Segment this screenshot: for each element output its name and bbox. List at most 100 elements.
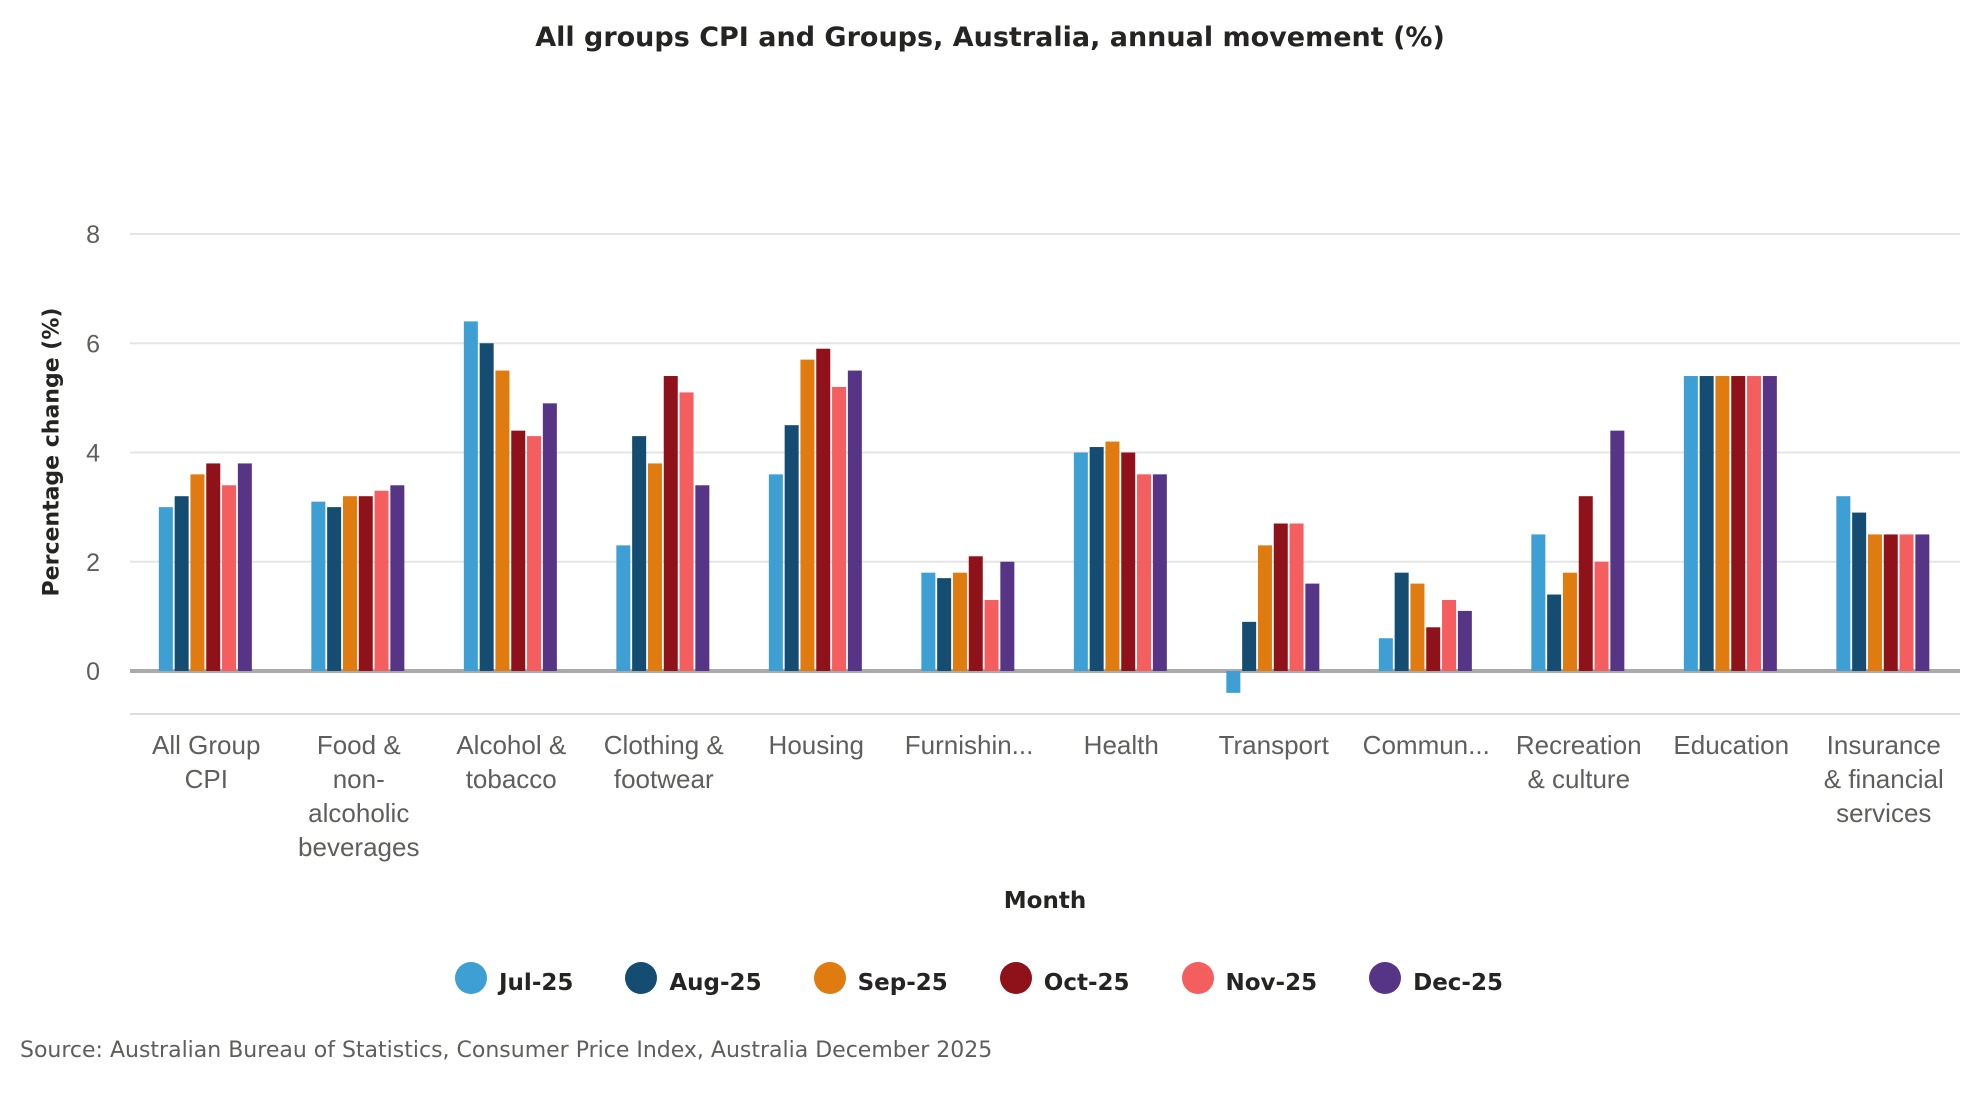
legend-label: Oct-25 — [1043, 970, 1130, 996]
bar-oct-25-8 — [1426, 627, 1441, 671]
x-tick-label: Recreation & culture — [1515, 730, 1642, 794]
y-tick-label: 6 — [86, 330, 100, 358]
legend-marker-icon — [813, 962, 846, 994]
bar-jul-25-5 — [921, 572, 936, 671]
bar-oct-25-1 — [358, 496, 373, 671]
bar-aug-25-3 — [632, 436, 647, 671]
x-axis-title: Month — [1003, 888, 1087, 914]
bar-jul-25-4 — [768, 474, 783, 671]
bar-nov-25-11 — [1899, 534, 1914, 671]
bar-nov-25-6 — [1137, 474, 1152, 671]
legend-item[interactable]: Jul-25 — [455, 960, 573, 996]
bar-dec-25-1 — [390, 485, 405, 671]
bar-nov-25-0 — [222, 485, 237, 671]
bar-aug-25-0 — [174, 496, 189, 671]
bar-jul-25-7 — [1226, 671, 1241, 693]
x-tick-label: Transport — [1218, 730, 1329, 760]
bar-aug-25-5 — [937, 578, 952, 671]
source-note: Source: Australian Bureau of Statistics,… — [20, 1038, 993, 1063]
legend-label: Aug-25 — [669, 970, 762, 996]
bar-dec-25-7 — [1305, 583, 1320, 671]
bar-nov-25-5 — [984, 599, 999, 671]
bar-jul-25-9 — [1531, 534, 1546, 671]
bar-aug-25-6 — [1089, 447, 1104, 671]
bar-oct-25-7 — [1273, 523, 1288, 671]
bar-aug-25-9 — [1547, 594, 1562, 671]
bar-nov-25-4 — [832, 386, 847, 671]
x-tick-label: Food & non-alcoholic beverages — [298, 730, 420, 862]
legend-item[interactable]: Nov-25 — [1181, 960, 1318, 996]
bar-nov-25-8 — [1442, 599, 1457, 671]
x-tick-label: Clothing & footwear — [603, 730, 724, 794]
bar-dec-25-5 — [1000, 561, 1015, 671]
bar-dec-25-0 — [237, 463, 252, 671]
legend-item[interactable]: Oct-25 — [999, 960, 1130, 996]
x-tick-label: Furnishin... — [904, 730, 1034, 760]
bar-nov-25-10 — [1747, 376, 1762, 671]
bar-oct-25-0 — [206, 463, 221, 671]
bar-aug-25-7 — [1242, 621, 1257, 671]
legend-marker-icon — [1369, 962, 1402, 994]
legend-marker-icon — [625, 962, 658, 994]
bar-aug-25-8 — [1394, 572, 1409, 671]
bar-nov-25-1 — [374, 490, 389, 671]
bar-dec-25-3 — [695, 485, 710, 671]
bar-oct-25-2 — [511, 430, 526, 671]
bar-oct-25-3 — [663, 376, 678, 671]
bar-sep-25-3 — [647, 463, 662, 671]
bar-sep-25-5 — [952, 572, 967, 671]
legend: Jul-25 Aug-25 Sep-25 Oct-25 Nov-25 Dec-25 — [455, 960, 1555, 996]
bar-aug-25-11 — [1852, 512, 1867, 671]
bar-nov-25-9 — [1594, 561, 1609, 671]
bar-sep-25-8 — [1410, 583, 1425, 671]
legend-label: Jul-25 — [499, 970, 574, 996]
bar-jul-25-1 — [311, 501, 326, 671]
x-tick-label: Housing — [768, 730, 864, 760]
bar-sep-25-10 — [1715, 376, 1730, 671]
bar-oct-25-5 — [968, 556, 983, 671]
bar-aug-25-1 — [327, 507, 342, 671]
chart-title: All groups CPI and Groups, Australia, an… — [535, 22, 1445, 53]
legend-label: Sep-25 — [857, 970, 948, 996]
bar-sep-25-0 — [190, 474, 205, 671]
bar-jul-25-2 — [463, 321, 478, 671]
bar-dec-25-6 — [1152, 474, 1167, 671]
bar-dec-25-11 — [1915, 534, 1930, 671]
legend-item[interactable]: Dec-25 — [1369, 960, 1503, 996]
bar-oct-25-10 — [1731, 376, 1746, 671]
bar-dec-25-4 — [847, 370, 862, 671]
bar-dec-25-9 — [1610, 430, 1625, 671]
bar-oct-25-4 — [816, 348, 831, 671]
bar-sep-25-2 — [495, 370, 510, 671]
legend-marker-icon — [1181, 962, 1214, 994]
bar-aug-25-2 — [479, 343, 494, 671]
bar-aug-25-10 — [1699, 376, 1714, 671]
legend-item[interactable]: Sep-25 — [813, 960, 948, 996]
bar-sep-25-11 — [1867, 534, 1882, 671]
bar-dec-25-10 — [1762, 376, 1777, 671]
bar-nov-25-7 — [1289, 523, 1304, 671]
bar-jul-25-10 — [1683, 376, 1698, 671]
bar-oct-25-6 — [1121, 452, 1136, 671]
bar-jul-25-3 — [616, 545, 631, 671]
bar-nov-25-3 — [679, 392, 694, 671]
bar-jul-25-0 — [158, 507, 173, 671]
x-tick-label: Education — [1673, 730, 1790, 760]
x-tick-label: All Group CPI — [152, 730, 261, 794]
x-tick-label: Alcohol & tobacco — [456, 730, 567, 794]
y-tick-label: 2 — [86, 549, 100, 577]
x-tick-label: Health — [1083, 730, 1159, 760]
bar-nov-25-2 — [527, 436, 542, 671]
legend-label: Dec-25 — [1413, 970, 1503, 996]
legend-item[interactable]: Aug-25 — [625, 960, 762, 996]
bar-jul-25-11 — [1836, 496, 1851, 671]
x-tick-label: Commun... — [1362, 730, 1490, 760]
bar-jul-25-6 — [1073, 452, 1088, 671]
bar-aug-25-4 — [784, 425, 799, 671]
legend-marker-icon — [999, 962, 1032, 994]
legend-label: Nov-25 — [1225, 970, 1318, 996]
bar-sep-25-4 — [800, 359, 815, 671]
bar-sep-25-9 — [1562, 572, 1577, 671]
y-tick-label: 0 — [86, 658, 100, 686]
